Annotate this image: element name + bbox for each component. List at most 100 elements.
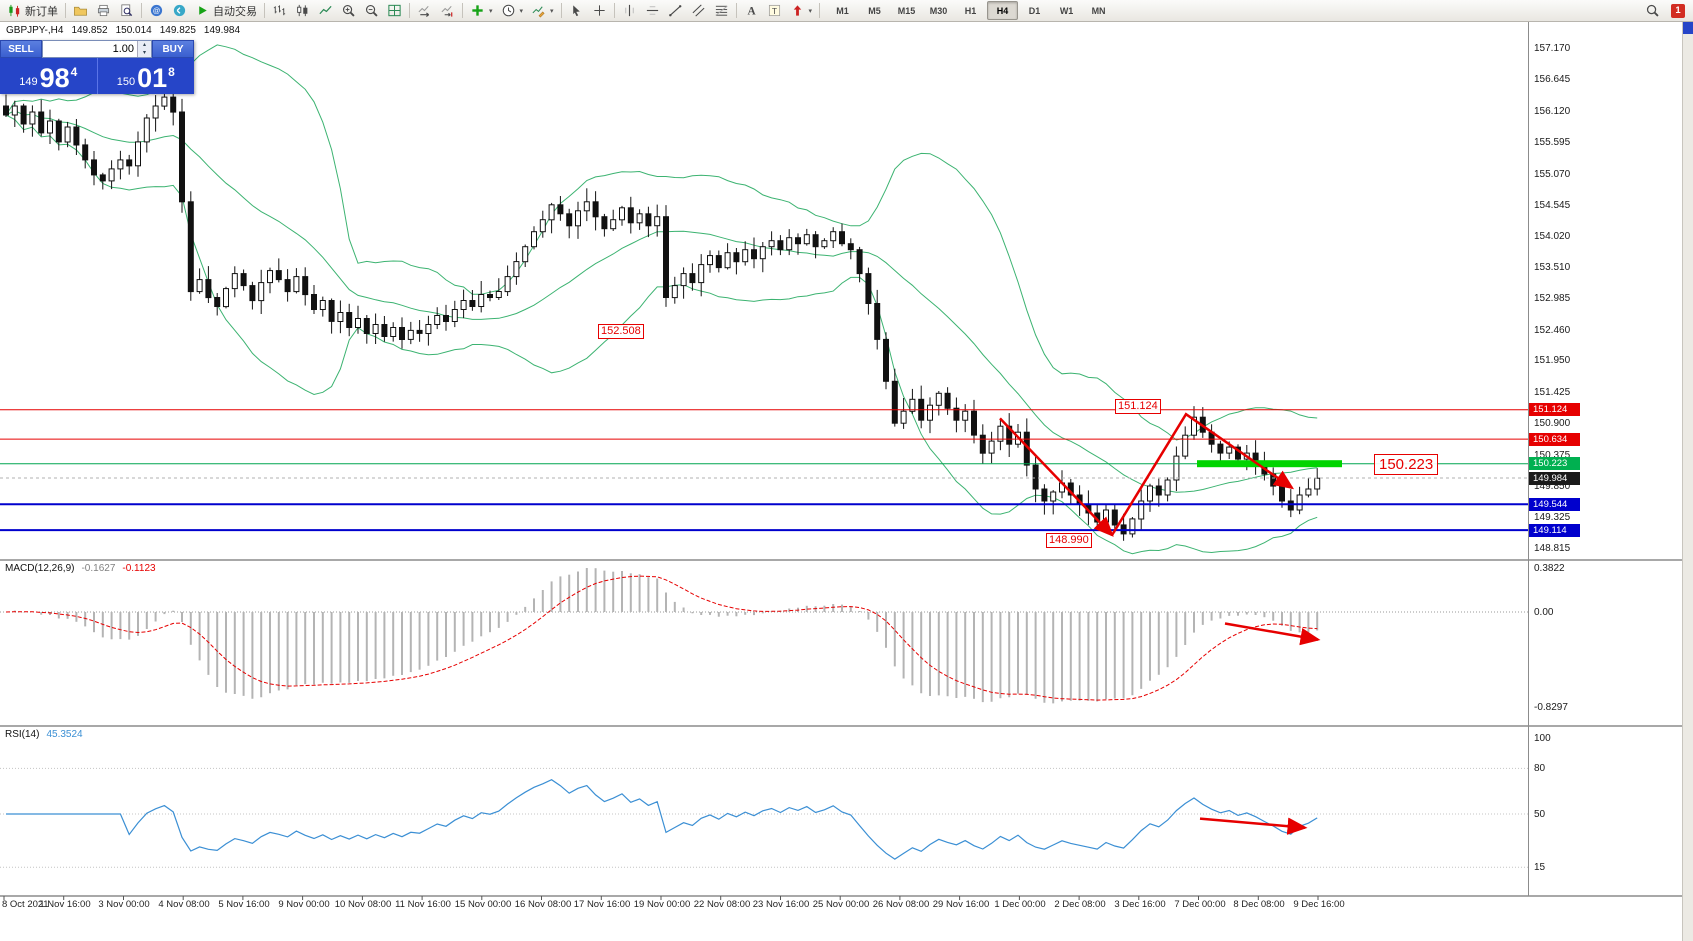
buy-price[interactable]: 150 01 8 — [98, 58, 195, 94]
rsi-axis-tick: 100 — [1534, 733, 1551, 744]
toolbar-zoom-in-button[interactable] — [337, 1, 360, 21]
timeframe-H1[interactable]: H1 — [964, 5, 977, 16]
toolbar-separator — [65, 3, 66, 18]
toolbar-auto-scroll-button[interactable] — [413, 1, 436, 21]
toolbar-separator — [560, 3, 562, 18]
timeframe-W1[interactable]: W1 — [1059, 5, 1074, 16]
cursor-icon — [569, 3, 584, 18]
price-tick: 156.120 — [1534, 106, 1571, 117]
buy-button[interactable]: BUY — [152, 40, 194, 58]
macd-main-value: -0.1627 — [81, 563, 116, 574]
horizontal-level-lines[interactable] — [0, 409, 1528, 532]
macd-axis-tick: -0.8297 — [1534, 702, 1568, 713]
clock-icon — [501, 3, 516, 18]
sell-button[interactable]: SELL — [0, 40, 42, 58]
pane-separators[interactable] — [0, 21, 1693, 900]
price-tick: 149.325 — [1534, 512, 1571, 523]
toolbar-arrows-button[interactable]: ▾ — [786, 1, 817, 21]
toolbar-horizontal-line-button[interactable] — [641, 1, 664, 21]
new-order-icon — [7, 3, 22, 18]
time-axis-label: 1 Nov 16:00 — [39, 899, 91, 910]
price-annotation[interactable]: 151.124 — [1115, 399, 1161, 414]
timeframe-M1[interactable]: M1 — [836, 5, 849, 16]
toolbar-items: 新订单 @ 自动交易 ▾ ▾ ▾ A T ▾ — [3, 1, 823, 21]
toolbar-fibonacci-button[interactable] — [710, 1, 733, 21]
volume-input[interactable] — [43, 41, 137, 57]
buy-price-prefix: 150 — [116, 76, 136, 88]
timeframe-H4[interactable]: H4 — [987, 1, 1019, 20]
symbol-period-label: GBPJPY-,H4 — [6, 25, 64, 36]
timeframe-MN[interactable]: MN — [1091, 5, 1106, 16]
toolbar-chart-line-button[interactable] — [314, 1, 337, 21]
toolbar-separator — [141, 3, 142, 18]
time-axis-label: 8 Dec 08:00 — [1233, 899, 1285, 910]
toolbar-cursor-button[interactable] — [565, 1, 588, 21]
timeframe-M5[interactable]: M5 — [868, 5, 881, 16]
toolbar-chart-candles-button[interactable] — [291, 1, 314, 21]
indicators-icon — [470, 3, 485, 18]
search-button[interactable] — [1641, 1, 1664, 21]
toolbar-trendline-button[interactable] — [664, 1, 687, 21]
template-icon — [531, 3, 546, 18]
toolbar-equidistant-channel-button[interactable] — [687, 1, 710, 21]
price-tag: 149.114 — [1529, 524, 1580, 537]
trade-panel-controls: SELL ▴ ▾ BUY — [0, 40, 194, 58]
price-annotation[interactable]: 150.223 — [1374, 454, 1439, 475]
print-icon — [96, 3, 111, 18]
timeframe-M15[interactable]: M15 — [897, 5, 916, 16]
dropdown-arrow-icon[interactable]: ▾ — [808, 7, 813, 15]
price-annotation[interactable]: 152.508 — [598, 324, 644, 339]
toolbar-profiles-button[interactable] — [69, 1, 92, 21]
macd-indicator — [0, 568, 1528, 704]
toolbar-templates-button[interactable]: ▾ — [527, 1, 558, 21]
toolbar-new-order-button[interactable]: 新订单 — [3, 1, 62, 21]
timeframe-M30[interactable]: M30 — [929, 5, 948, 16]
toolbar-metaeditor-button[interactable] — [168, 1, 191, 21]
trend-arrows[interactable] — [999, 412, 1295, 537]
toolbar-separator — [409, 3, 410, 18]
price-annotation[interactable]: 148.990 — [1046, 533, 1092, 548]
macd-trend-arrow[interactable] — [1224, 622, 1321, 646]
price-tick: 153.510 — [1534, 262, 1571, 273]
chart-scrollbar[interactable] — [1682, 21, 1693, 941]
toolbar-indicators-button[interactable]: ▾ — [466, 1, 497, 21]
notification-badge[interactable]: 1 — [1671, 3, 1685, 18]
dropdown-arrow-icon[interactable]: ▾ — [489, 7, 493, 15]
price-tag: 149.984 — [1529, 472, 1580, 485]
toolbar-autotrading-button[interactable]: 自动交易 — [191, 1, 261, 21]
price-tick: 152.460 — [1534, 325, 1571, 336]
dropdown-arrow-icon[interactable]: ▾ — [519, 7, 524, 15]
volume-up-button[interactable]: ▴ — [138, 41, 151, 49]
toolbar-community-button[interactable]: @ — [145, 1, 168, 21]
rsi-trend-arrow[interactable] — [1199, 817, 1308, 835]
toolbar-text-button[interactable]: A — [740, 1, 763, 21]
channel-icon — [691, 3, 706, 18]
rsi-label: RSI(14) 45.3524 — [5, 729, 83, 740]
time-axis-label: 19 Nov 00:00 — [633, 899, 691, 910]
toolbar-chart-bars-button[interactable] — [268, 1, 291, 21]
print-preview-icon — [119, 3, 134, 18]
toolbar-chart-shift-button[interactable] — [436, 1, 459, 21]
highlight-zone[interactable] — [1197, 460, 1342, 468]
buy-price-big: 01 — [137, 63, 168, 93]
scrollbar-thumb[interactable] — [1683, 21, 1693, 34]
dropdown-arrow-icon[interactable]: ▾ — [550, 7, 554, 15]
toolbar-print-preview-button[interactable] — [115, 1, 138, 21]
toolbar-periods-button[interactable]: ▾ — [497, 1, 528, 21]
timeframe-D1[interactable]: D1 — [1028, 5, 1041, 16]
toolbar-crosshair-button[interactable] — [588, 1, 611, 21]
toolbar-separator — [462, 3, 463, 18]
time-axis-label: 29 Nov 16:00 — [932, 899, 990, 910]
toolbar-vertical-line-button[interactable] — [618, 1, 641, 21]
toolbar-print-button[interactable] — [92, 1, 115, 21]
sell-price[interactable]: 149 98 4 — [0, 58, 97, 94]
toolbar-tile-windows-button[interactable] — [383, 1, 406, 21]
time-axis-label: 3 Dec 16:00 — [1114, 899, 1166, 910]
one-click-trading-panel: SELL ▴ ▾ BUY 149 98 4 150 01 8 — [0, 40, 194, 94]
volume-down-button[interactable]: ▾ — [138, 49, 151, 57]
textT-icon: T — [767, 3, 782, 18]
trend-icon — [668, 3, 683, 18]
toolbar-text-label-button[interactable]: T — [763, 1, 786, 21]
toolbar-zoom-out-button[interactable] — [360, 1, 383, 21]
ohlc-high: 150.014 — [115, 25, 152, 36]
